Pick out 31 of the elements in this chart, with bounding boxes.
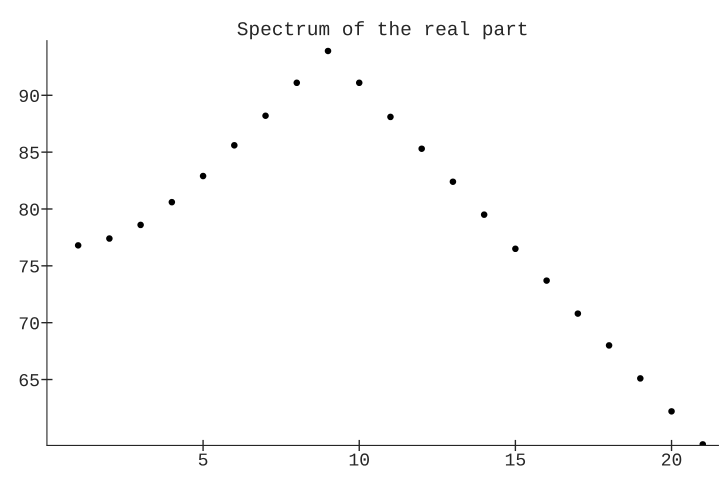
point xyxy=(668,408,675,415)
point xyxy=(512,246,519,252)
chart-title: Spectrum of the real part xyxy=(238,21,526,40)
y-tick-label: 90 xyxy=(20,90,39,102)
point xyxy=(231,142,238,149)
point xyxy=(74,242,82,249)
y-tick-label: 85 xyxy=(19,146,39,159)
point xyxy=(637,375,644,382)
point xyxy=(324,48,332,54)
y-tick-label: 80 xyxy=(19,203,39,216)
x-tick-label: 5 xyxy=(198,454,208,466)
point xyxy=(480,211,488,218)
x-tick-label: 10 xyxy=(350,453,369,466)
y-tick-label: 65 xyxy=(20,374,39,386)
point xyxy=(418,145,425,152)
x-tick-label: 20 xyxy=(662,453,682,466)
y-tick-label: 75 xyxy=(20,260,39,273)
point xyxy=(200,172,206,180)
point xyxy=(450,178,456,185)
y-tick-label: 70 xyxy=(20,317,39,330)
point xyxy=(262,112,269,120)
point xyxy=(294,80,300,86)
x-tick-label: 15 xyxy=(506,454,526,466)
point xyxy=(606,342,612,349)
point xyxy=(574,310,582,317)
point xyxy=(106,235,113,242)
point xyxy=(543,277,550,284)
point xyxy=(387,114,394,120)
point xyxy=(137,222,144,228)
point xyxy=(356,80,362,86)
point xyxy=(168,198,176,206)
